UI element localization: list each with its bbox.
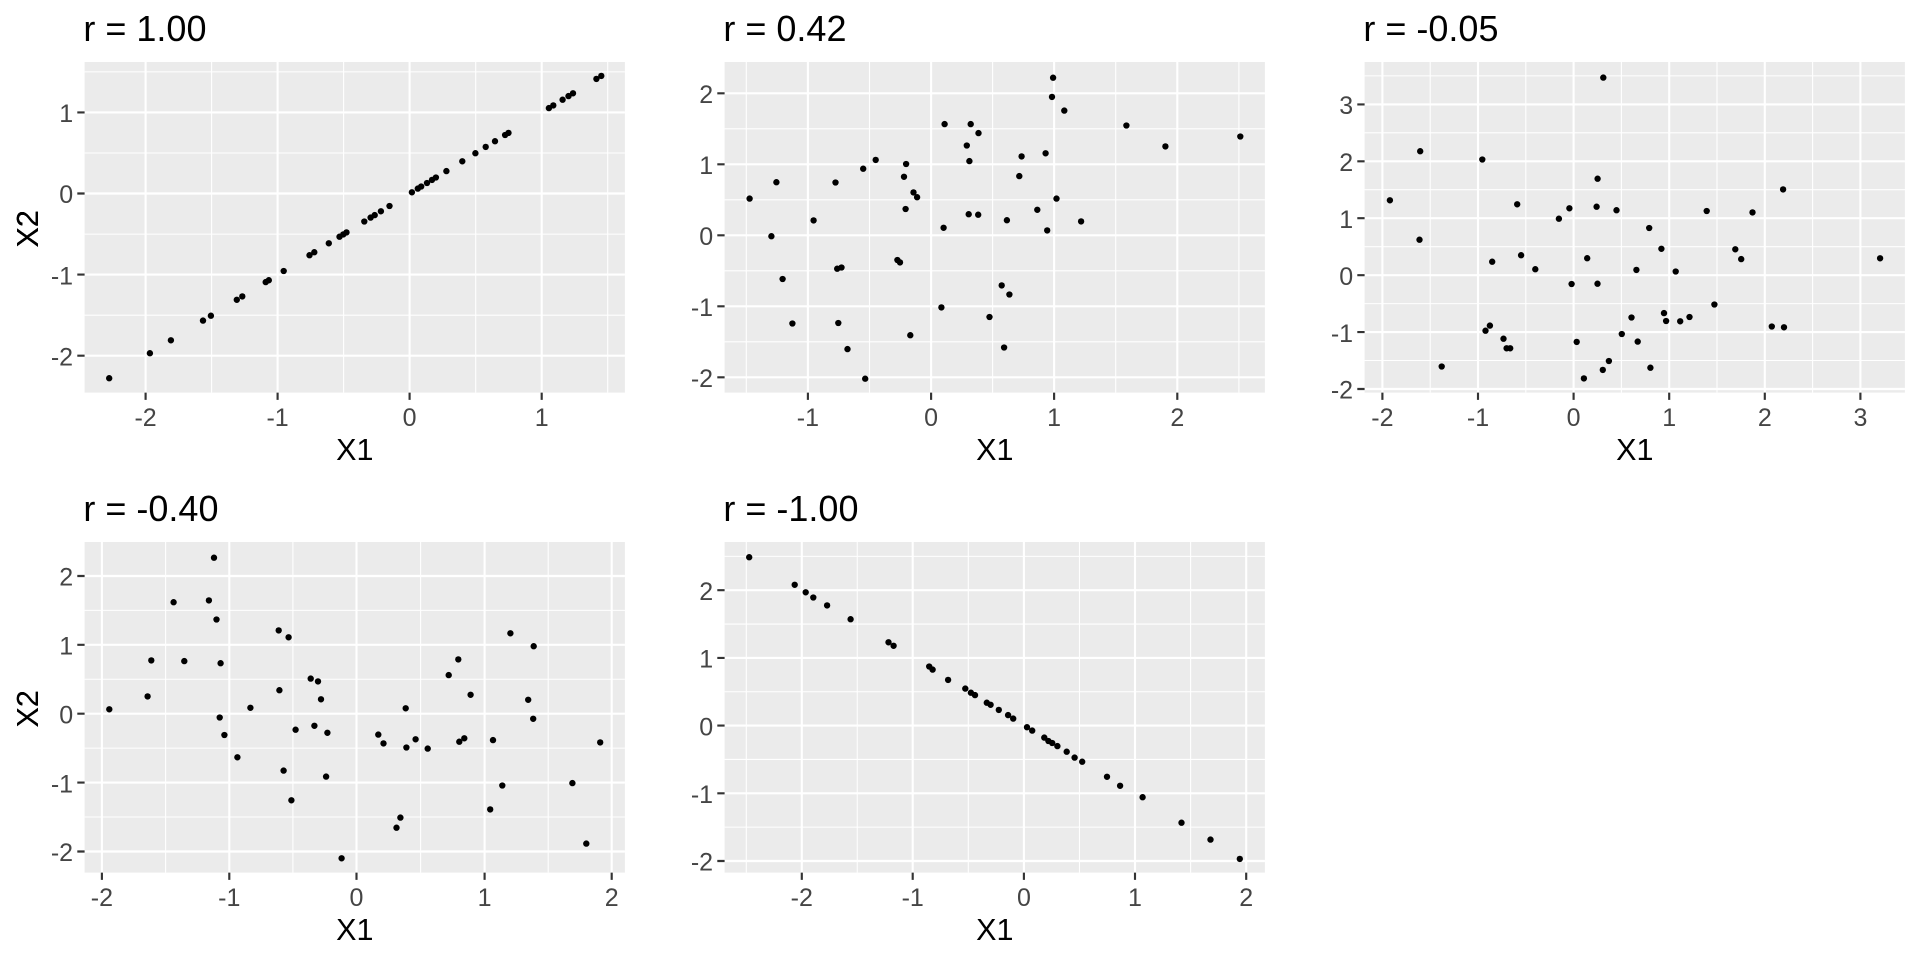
svg-text:X2: X2 (11, 210, 45, 247)
svg-text:-1: -1 (51, 770, 73, 798)
svg-text:-1: -1 (902, 884, 924, 912)
svg-text:0: 0 (1567, 404, 1581, 432)
svg-text:X1: X1 (976, 433, 1013, 467)
svg-text:3: 3 (1853, 404, 1867, 432)
svg-text:-2: -2 (51, 839, 73, 867)
svg-text:0: 0 (59, 701, 73, 729)
svg-text:1: 1 (1047, 404, 1061, 432)
svg-text:1: 1 (699, 646, 713, 674)
svg-text:-1: -1 (51, 262, 73, 290)
svg-text:2: 2 (699, 578, 713, 606)
svg-text:-2: -2 (134, 404, 156, 432)
svg-text:1: 1 (535, 404, 549, 432)
svg-text:X1: X1 (976, 913, 1013, 947)
svg-text:X2: X2 (11, 690, 45, 727)
svg-text:1: 1 (1662, 404, 1676, 432)
svg-text:0: 0 (1339, 263, 1353, 291)
svg-text:-1: -1 (218, 884, 240, 912)
svg-text:0: 0 (924, 404, 938, 432)
svg-text:2: 2 (699, 81, 713, 109)
svg-text:X2: X2 (11, 690, 45, 727)
svg-text:0: 0 (699, 223, 713, 251)
svg-text:2: 2 (1170, 404, 1184, 432)
svg-text:1: 1 (478, 884, 492, 912)
svg-text:X2: X2 (11, 210, 45, 247)
svg-text:X1: X1 (336, 433, 373, 467)
svg-text:1: 1 (59, 633, 73, 661)
svg-text:2: 2 (1239, 884, 1253, 912)
svg-text:0: 0 (350, 884, 364, 912)
svg-text:2: 2 (59, 564, 73, 592)
svg-text:1: 1 (699, 152, 713, 180)
svg-text:-1: -1 (1331, 320, 1353, 348)
svg-text:-1: -1 (691, 781, 713, 809)
svg-text:-2: -2 (1371, 404, 1393, 432)
svg-text:0: 0 (1017, 884, 1031, 912)
svg-text:-2: -2 (91, 884, 113, 912)
svg-text:1: 1 (1339, 206, 1353, 234)
svg-text:-1: -1 (797, 404, 819, 432)
svg-text:1: 1 (1128, 884, 1142, 912)
svg-text:-2: -2 (691, 849, 713, 877)
svg-text:X1: X1 (336, 913, 373, 947)
svg-text:r = -1.00: r = -1.00 (723, 488, 858, 529)
svg-text:X1: X1 (1616, 433, 1653, 467)
svg-text:r = -0.40: r = -0.40 (83, 488, 218, 529)
svg-text:2: 2 (605, 884, 619, 912)
svg-text:3: 3 (1339, 92, 1353, 120)
svg-text:X2: X2 (11, 210, 45, 247)
svg-text:-1: -1 (691, 294, 713, 322)
svg-text:0: 0 (403, 404, 417, 432)
svg-text:-2: -2 (791, 884, 813, 912)
svg-text:-2: -2 (1331, 377, 1353, 405)
svg-text:1: 1 (59, 100, 73, 128)
svg-text:-2: -2 (51, 343, 73, 371)
svg-text:r = 1.00: r = 1.00 (83, 8, 206, 49)
svg-text:-1: -1 (1467, 404, 1489, 432)
svg-text:0: 0 (59, 181, 73, 209)
svg-text:-2: -2 (691, 365, 713, 393)
svg-text:r = -0.05: r = -0.05 (1363, 8, 1498, 49)
svg-text:2: 2 (1339, 149, 1353, 177)
svg-text:0: 0 (699, 713, 713, 741)
svg-text:-1: -1 (266, 404, 288, 432)
svg-text:r = 0.42: r = 0.42 (723, 8, 846, 49)
svg-text:2: 2 (1758, 404, 1772, 432)
